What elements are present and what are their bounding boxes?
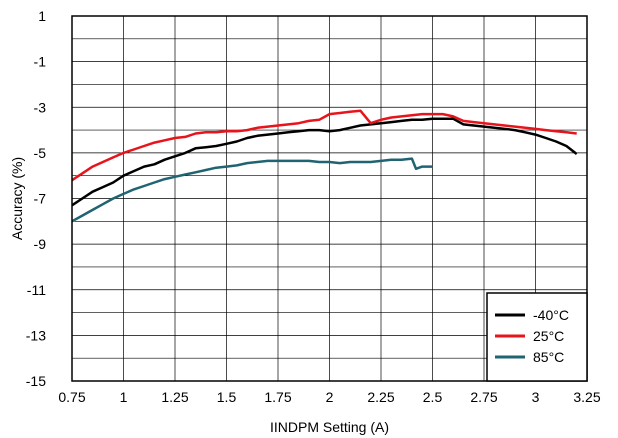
x-tick-label: 1.25 [161, 389, 188, 405]
x-tick-label: 2 [326, 389, 334, 405]
x-tick-label: 2.25 [367, 389, 394, 405]
series-line-3 [71, 157, 433, 223]
series-layer [71, 109, 578, 223]
plot-area-frame [71, 15, 588, 382]
series-line-2 [71, 109, 577, 182]
y-tick-labels: 1 -1 -3 -5 -7 -9 -11 -13 -15 [26, 8, 46, 389]
x-axis-title: IINDPM Setting (A) [270, 419, 389, 435]
y-tick-label: 1 [38, 8, 46, 24]
x-tick-label: 3.25 [573, 389, 600, 405]
legend: -40°C 25°C 85°C [486, 292, 588, 382]
y-tick-label: -13 [26, 327, 46, 343]
x-tick-label: 1.5 [217, 389, 237, 405]
x-tick-label: 1.75 [264, 389, 291, 405]
x-tick-label: 2.5 [423, 389, 443, 405]
y-axis-title: Accuracy (%) [9, 157, 25, 240]
x-tick-label: 1 [120, 389, 128, 405]
y-tick-label: -1 [34, 54, 47, 70]
x-tick-labels: 0.75 1 1.25 1.5 1.75 2 2.25 2.5 2.75 3 3.25 [58, 389, 600, 405]
legend-label: 85°C [533, 349, 564, 365]
legend-label: -40°C [533, 307, 569, 323]
grid [71, 15, 588, 382]
y-tick-label: -5 [34, 145, 47, 161]
y-tick-label: -11 [27, 282, 46, 298]
x-tick-label: 3 [532, 389, 540, 405]
series-line-1 [71, 117, 578, 207]
y-tick-label: -7 [34, 191, 47, 207]
x-tick-label: 0.75 [58, 389, 85, 405]
y-tick-label: -3 [34, 99, 47, 115]
x-tick-label: 2.75 [470, 389, 497, 405]
y-tick-label: -9 [34, 236, 47, 252]
y-tick-label: -15 [26, 373, 46, 389]
legend-label: 25°C [533, 328, 564, 344]
